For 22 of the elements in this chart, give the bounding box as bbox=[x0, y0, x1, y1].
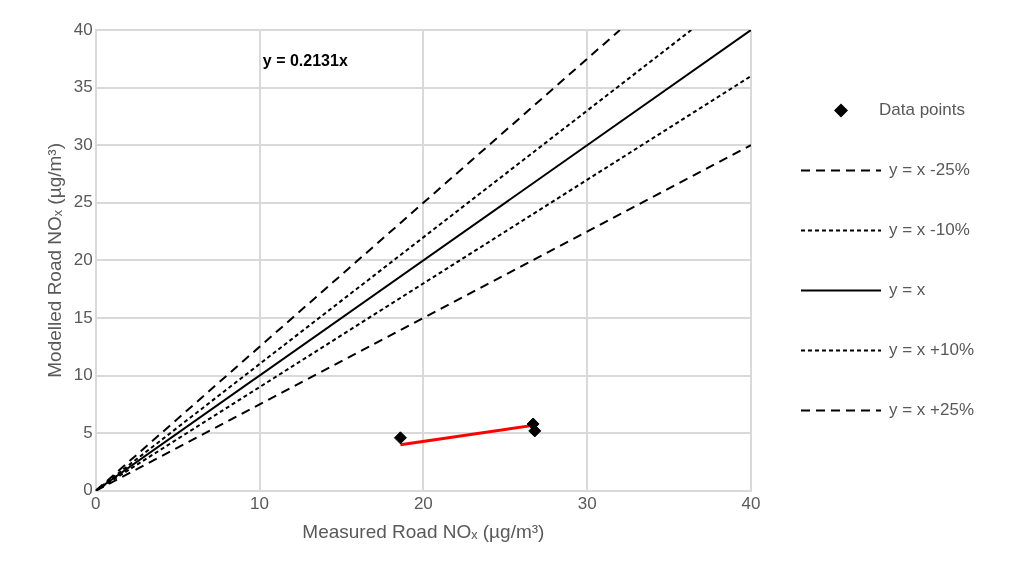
y-axis-title: Modelled Road NOₓ (µg/m³) bbox=[43, 143, 65, 378]
legend-label: y = x +25% bbox=[889, 400, 975, 420]
x-axis-title: Measured Road NOₓ (µg/m³) bbox=[302, 520, 545, 542]
legend-label: y = x bbox=[889, 280, 926, 300]
y-tick-label: 20 bbox=[73, 250, 93, 270]
x-tick-label: 10 bbox=[250, 493, 269, 513]
y-tick-label: 30 bbox=[73, 134, 93, 154]
annotation: y = 0.2131x bbox=[262, 52, 348, 70]
y-tick-label: 25 bbox=[73, 192, 93, 212]
x-tick-label: 20 bbox=[413, 493, 433, 513]
legend-label: y = x -10% bbox=[889, 220, 970, 240]
y-tick-label: 40 bbox=[73, 19, 93, 39]
legend-label: Data points bbox=[879, 100, 965, 120]
y-tick-label: 0 bbox=[83, 480, 93, 500]
legend-label: y = x +10% bbox=[889, 340, 975, 360]
y-tick-label: 35 bbox=[73, 77, 93, 97]
x-tick-label: 30 bbox=[577, 493, 597, 513]
y-tick-label: 5 bbox=[83, 422, 93, 442]
y-tick-label: 15 bbox=[73, 307, 93, 327]
x-tick-label: 40 bbox=[741, 493, 761, 513]
legend-label: y = x -25% bbox=[889, 160, 970, 180]
y-tick-label: 10 bbox=[73, 365, 93, 385]
